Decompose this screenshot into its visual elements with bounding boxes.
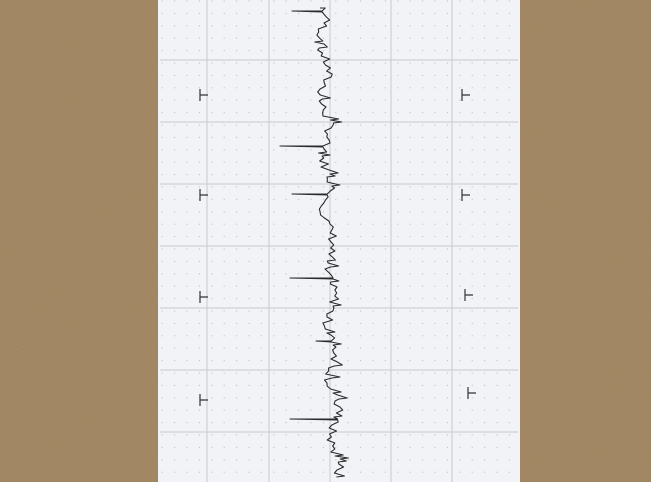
dot-grid <box>160 0 518 482</box>
photo <box>0 0 651 482</box>
